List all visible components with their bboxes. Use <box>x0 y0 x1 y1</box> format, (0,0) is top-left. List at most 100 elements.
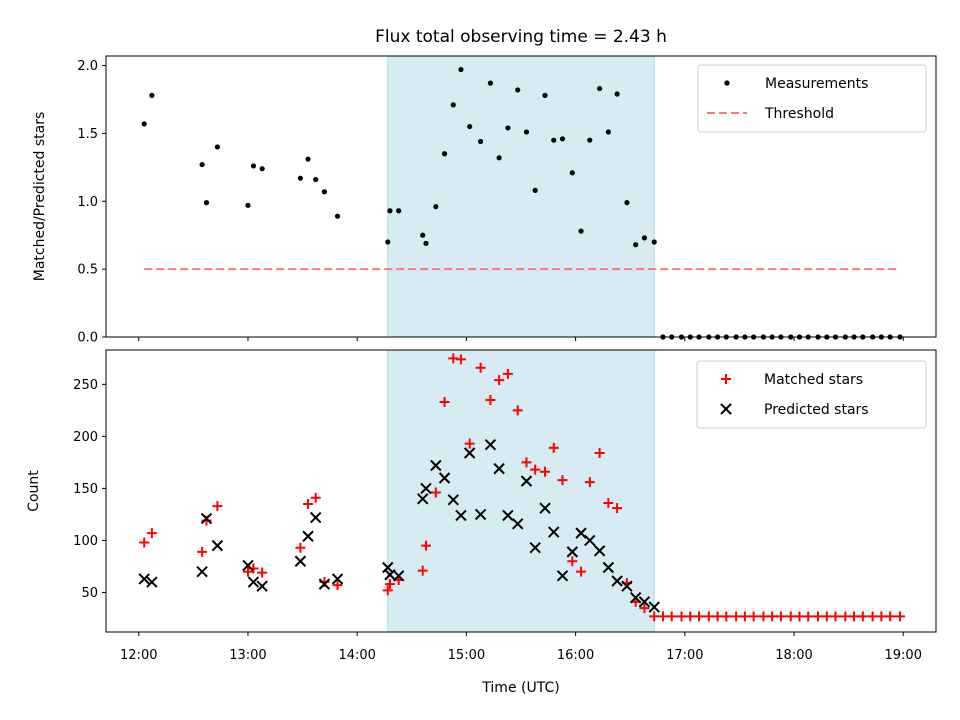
predicted-point <box>242 559 254 572</box>
data-point <box>423 240 429 246</box>
matched-point <box>849 611 860 622</box>
data-point <box>477 138 484 145</box>
data-point <box>614 91 620 97</box>
matched-point <box>310 492 321 503</box>
predicted-point <box>211 539 224 552</box>
data-point <box>641 235 648 241</box>
matched-point <box>666 611 677 622</box>
data-point <box>496 155 502 161</box>
matched-point <box>821 611 832 622</box>
legend-entry-label: Matched stars <box>764 372 863 388</box>
predicted-point <box>621 580 633 592</box>
matched-point <box>212 501 223 512</box>
matched-point <box>146 528 157 539</box>
matched-point <box>867 611 878 622</box>
matched-point <box>584 477 595 488</box>
data-point <box>624 200 630 206</box>
matched-point <box>502 368 513 379</box>
matched-point <box>139 537 150 548</box>
y-tick-label: 150 <box>73 482 98 497</box>
y-tick-label: 200 <box>73 430 98 445</box>
matched-point <box>712 611 723 622</box>
matched-point <box>332 580 343 591</box>
matched-point <box>876 611 887 622</box>
matched-point <box>803 611 814 622</box>
predicted-point <box>484 438 497 451</box>
matched-point <box>530 464 541 475</box>
plot-frame <box>105 349 937 633</box>
y-axis-label: Matched/Predicted stars <box>32 112 48 282</box>
legend-box <box>696 360 927 429</box>
x-tick-label: 14:00 <box>338 648 375 663</box>
predicted-point <box>539 502 551 514</box>
predicted-point <box>502 509 514 522</box>
data-point <box>559 136 566 142</box>
matched-point <box>612 503 623 514</box>
matched-point <box>758 611 769 622</box>
matched-point <box>703 611 714 622</box>
predicted-point <box>474 508 487 521</box>
predicted-point <box>247 576 260 588</box>
x-tick-label: 17:00 <box>666 648 703 663</box>
matched-point <box>567 556 578 567</box>
data-point <box>396 208 402 214</box>
matched-point <box>748 611 759 622</box>
predicted-point <box>430 459 442 472</box>
predicted-point <box>196 565 208 578</box>
matched-point <box>785 611 796 622</box>
y-tick-label: 100 <box>73 534 98 549</box>
data-point <box>259 166 265 172</box>
matched-point <box>657 611 668 622</box>
predicted-point <box>146 576 158 588</box>
predicted-point <box>138 573 150 585</box>
predicted-point <box>566 546 579 558</box>
matched-point <box>694 611 705 622</box>
data-point <box>651 239 657 245</box>
predicted-point <box>200 512 213 525</box>
predicted-point <box>331 573 344 585</box>
predicted-point <box>575 527 587 539</box>
matched-point <box>857 611 868 622</box>
predicted-point <box>438 472 451 484</box>
matched-point <box>767 611 778 622</box>
data-point <box>542 92 548 98</box>
matched-point <box>382 585 393 596</box>
predicted-point <box>638 596 651 608</box>
matched-point <box>448 353 459 364</box>
predicted-point <box>629 591 642 604</box>
predicted-point <box>611 575 623 587</box>
data-point <box>334 213 341 219</box>
matched-point <box>257 567 268 578</box>
matched-point <box>739 611 750 622</box>
matched-point <box>775 611 786 622</box>
data-point <box>245 202 251 208</box>
data-point <box>321 189 328 195</box>
x-tick-label: 16:00 <box>557 648 594 663</box>
predicted-point <box>392 570 405 582</box>
y-tick-label: 250 <box>73 378 98 393</box>
matched-point <box>242 566 253 577</box>
x-tick-label: 18:00 <box>775 648 812 663</box>
data-point <box>214 144 220 150</box>
matched-point <box>439 397 450 408</box>
matched-point <box>303 499 314 510</box>
data-point <box>433 204 439 210</box>
predicted-point <box>447 494 459 506</box>
data-point <box>387 208 393 214</box>
data-point <box>458 66 464 73</box>
matched-point <box>494 375 505 386</box>
predicted-point <box>302 530 314 542</box>
data-point <box>467 123 473 130</box>
legend-box <box>697 64 927 133</box>
predicted-point <box>512 518 524 530</box>
data-point <box>578 228 584 234</box>
matched-point <box>840 611 851 622</box>
matched-point <box>295 542 306 553</box>
matched-point <box>197 546 208 557</box>
legend-entry-label: Predicted stars <box>764 402 869 418</box>
matched-point <box>813 611 824 622</box>
data-point <box>250 163 257 169</box>
data-point <box>515 87 521 93</box>
data-point <box>569 170 575 176</box>
